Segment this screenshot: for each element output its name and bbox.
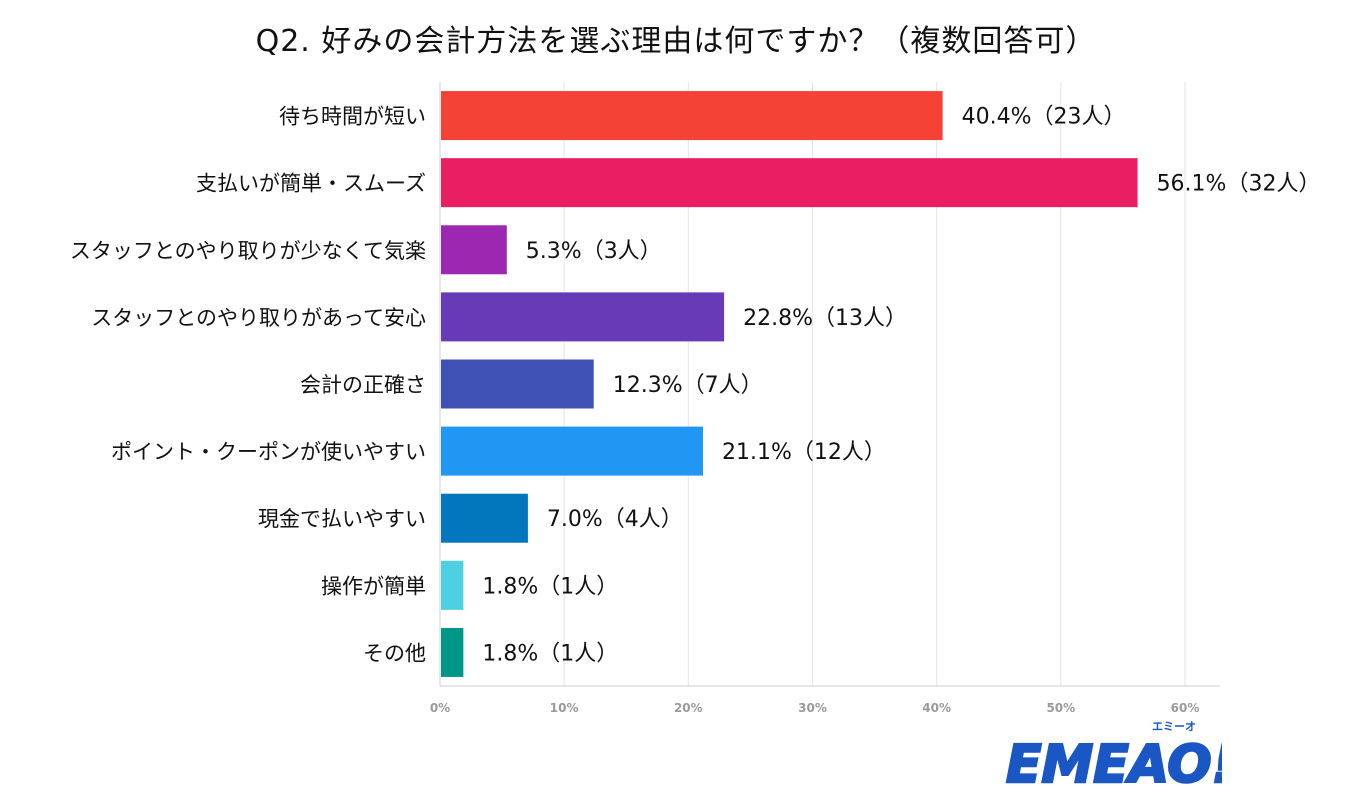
data-label: 1.8%（1人） [482, 641, 618, 666]
data-label: 12.3%（7人） [613, 373, 763, 398]
bar [441, 225, 507, 275]
category-label: 現金で払いやすい [258, 507, 426, 531]
category-label: 支払いが簡単・スムーズ [196, 172, 426, 196]
category-label: 待ち時間が短い [279, 105, 426, 129]
bars [441, 91, 1138, 677]
x-tick-label: 30% [798, 701, 827, 715]
bar [441, 158, 1138, 208]
bar [441, 91, 943, 141]
x-axis-tick-labels: 0% 10% 20% 30% 40% 50% 60% [430, 701, 1200, 715]
bar [441, 359, 594, 409]
bar [441, 493, 528, 543]
emeao-logo: エミーオ EMEAO! [1005, 720, 1222, 792]
bar [441, 560, 464, 610]
chart-title: Q2. 好みの会計方法を選ぶ理由は何ですか？（複数回答可） [255, 24, 1097, 59]
x-tick-label: 60% [1171, 701, 1200, 715]
category-label: 操作が簡単 [321, 574, 426, 598]
data-label: 7.0%（4人） [547, 507, 683, 532]
category-labels: 待ち時間が短い支払いが簡単・スムーズスタッフとのやり取りが少なくて気楽スタッフと… [70, 105, 426, 666]
category-label: スタッフとのやり取りが少なくて気楽 [70, 239, 426, 263]
data-label: 21.1%（12人） [722, 440, 886, 465]
data-label: 40.4%（23人） [962, 105, 1126, 130]
data-label: 56.1%（32人） [1157, 172, 1321, 197]
bar [441, 627, 464, 677]
logo-wordmark: EMEAO! [1006, 735, 1222, 792]
bar [441, 426, 703, 476]
data-label: 22.8%（13人） [743, 306, 907, 331]
data-labels: 40.4%（23人） 56.1%（32人） 5.3%（3人） 22.8%（13人） 12… [482, 105, 1320, 667]
x-tick-label: 10% [550, 701, 579, 715]
category-label: ポイント・クーポンが使いやすい [111, 440, 426, 464]
x-tick-label: 50% [1046, 701, 1075, 715]
bar [441, 292, 725, 342]
category-label: その他 [363, 641, 426, 665]
x-tick-label: 20% [674, 701, 703, 715]
x-tick-label: 0% [430, 701, 450, 715]
x-tick-label: 40% [922, 701, 951, 715]
category-label: スタッフとのやり取りがあって安心 [91, 306, 426, 330]
category-label: 会計の正確さ [300, 373, 426, 397]
data-label: 1.8%（1人） [482, 574, 618, 599]
data-label: 5.3%（3人） [526, 239, 662, 264]
logo-ruby-text: エミーオ [1152, 720, 1196, 733]
